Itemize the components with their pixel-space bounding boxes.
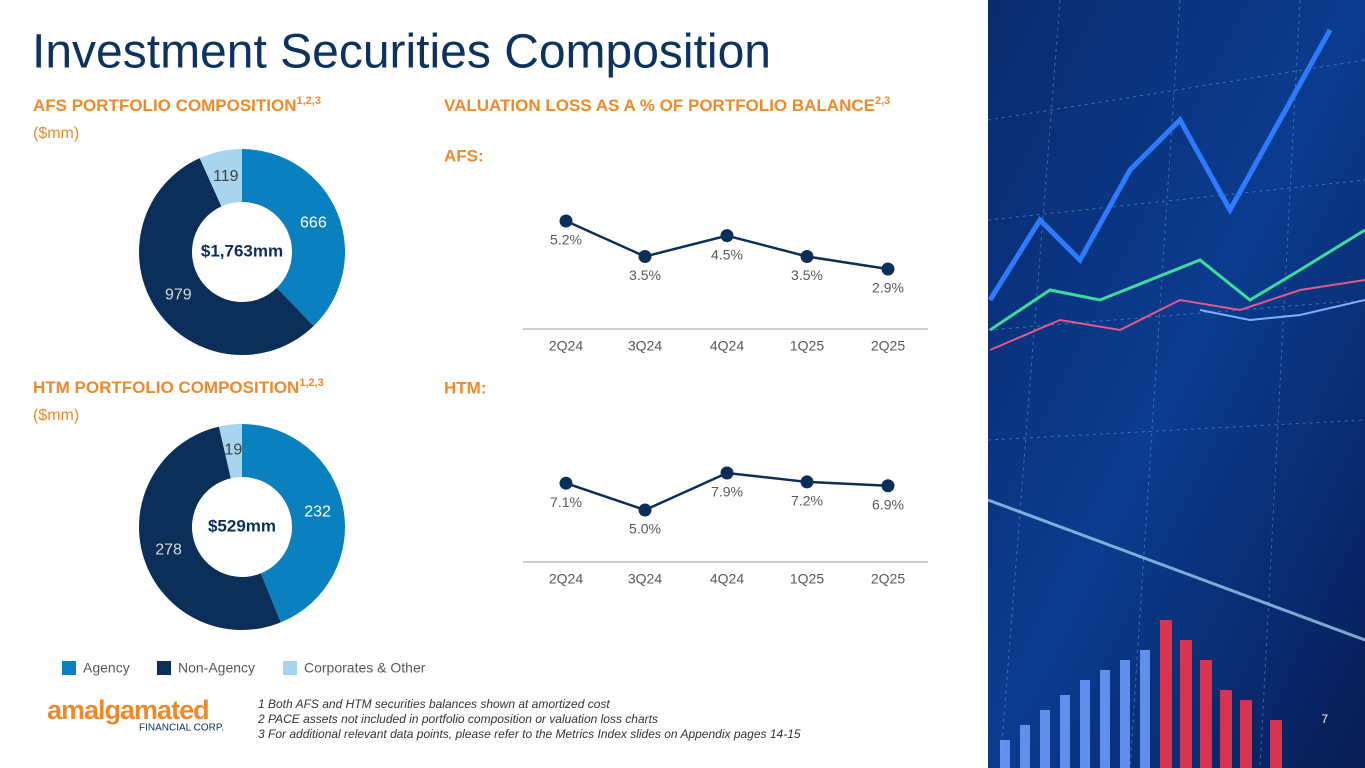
point (559, 476, 573, 490)
value-label: 5.0% (629, 521, 661, 537)
value-label: 7.9% (711, 484, 743, 500)
point (881, 262, 895, 276)
legend-label: Corporates & Other (304, 660, 426, 676)
x-tick-label: 2Q24 (549, 571, 583, 587)
logo-name: amalgamated (47, 695, 209, 725)
center-label: $529mm (208, 516, 276, 535)
value-label: 7.2% (791, 493, 823, 509)
value-label: 3.5% (791, 267, 823, 283)
slice-label: 232 (304, 503, 331, 520)
value-label: 3.5% (629, 267, 661, 283)
logo-tagline: FINANCIAL CORP. (139, 723, 224, 734)
chart-title: VALUATION LOSS AS A % OF PORTFOLIO BALAN… (444, 95, 890, 116)
donut-slice (242, 149, 345, 326)
point (720, 466, 734, 480)
center-label: $1,763mm (201, 241, 283, 260)
slice-label: 19 (224, 442, 242, 459)
value-label: 4.5% (711, 246, 743, 262)
x-tick-label: 2Q25 (871, 338, 905, 354)
footnote: 1 Both AFS and HTM securities balances s… (258, 697, 610, 711)
legend-swatch (157, 661, 171, 675)
point (800, 249, 814, 263)
chart-title: HTM PORTFOLIO COMPOSITION1,2,3 (33, 377, 324, 398)
point (638, 503, 652, 517)
chart-title-text: VALUATION LOSS AS A % OF PORTFOLIO BALAN… (444, 96, 875, 115)
point (881, 479, 895, 493)
footnote-ref: 2,3 (875, 95, 890, 107)
legend-swatch (62, 661, 76, 675)
footnote: 3 For additional relevant data points, p… (258, 727, 801, 741)
value-label: 5.2% (550, 232, 582, 248)
page-number: 7 (1321, 712, 1328, 726)
point (638, 249, 652, 263)
donut-slice (218, 424, 242, 479)
slide-title: Investment Securities Composition (32, 26, 771, 79)
x-tick-label: 4Q24 (710, 571, 744, 587)
value-label: 6.9% (872, 496, 904, 512)
chart-subtitle: ($mm) (33, 125, 79, 142)
chart-title-text: HTM PORTFOLIO COMPOSITION (33, 378, 299, 397)
decorative-image (987, 0, 1365, 768)
x-tick-label: 1Q25 (790, 338, 824, 354)
footnote-ref: 1,2,3 (297, 95, 321, 107)
donut-slice (199, 149, 242, 207)
slice-label: 278 (155, 541, 182, 558)
slice-label: 979 (165, 286, 192, 303)
x-tick-label: 1Q25 (790, 571, 824, 587)
donut-slice (139, 158, 314, 355)
x-tick-label: 3Q24 (628, 338, 662, 354)
point (720, 229, 734, 243)
footnote: 2 PACE assets not included in portfolio … (257, 712, 658, 726)
donut-slice (242, 424, 346, 623)
chart-subtitle: HTM: (444, 378, 486, 397)
donut-slice (139, 426, 281, 630)
chart-subtitle: ($mm) (33, 407, 79, 424)
footnote-ref: 1,2,3 (299, 377, 323, 389)
value-label: 2.9% (872, 280, 904, 296)
slice-label: 666 (300, 214, 327, 231)
legend-label: Non-Agency (178, 660, 255, 676)
x-tick-label: 4Q24 (710, 338, 744, 354)
value-label: 7.1% (550, 494, 582, 510)
legend-swatch (283, 661, 297, 675)
x-tick-label: 2Q24 (549, 338, 583, 354)
chart-subtitle: AFS: (444, 146, 484, 165)
legend-label: Agency (83, 660, 130, 676)
x-tick-label: 2Q25 (871, 571, 905, 587)
point (800, 475, 814, 489)
point (559, 214, 573, 228)
chart-title: AFS PORTFOLIO COMPOSITION1,2,3 (33, 95, 321, 116)
slice-label: 119 (213, 168, 239, 185)
chart-title-text: AFS PORTFOLIO COMPOSITION (33, 96, 297, 115)
x-tick-label: 3Q24 (628, 571, 662, 587)
